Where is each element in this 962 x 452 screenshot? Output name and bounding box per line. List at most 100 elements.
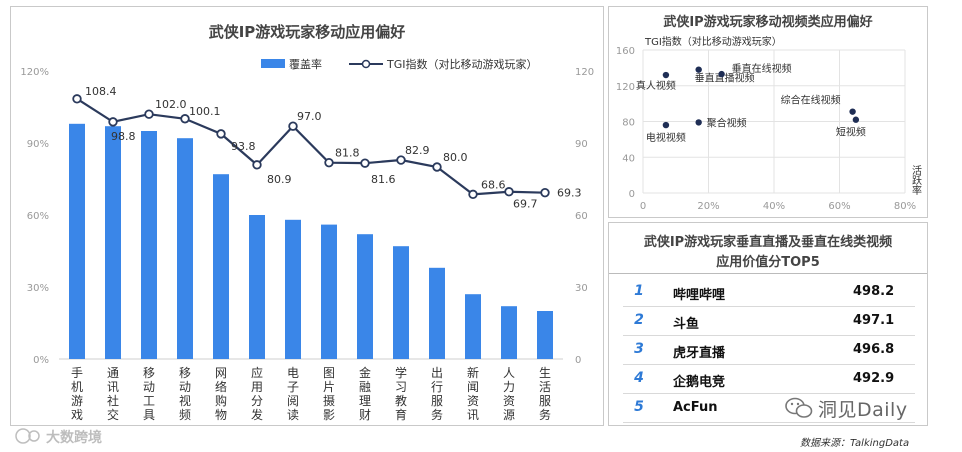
tgi-line <box>76 97 546 196</box>
tgi-data-label: 82.9 <box>405 144 430 157</box>
tgi-data-label: 108.4 <box>85 85 117 98</box>
ranking-panel: 武侠IP游戏玩家垂直直播及垂直在线类视频 应用价值分TOP5 1 哔哩哔哩 498.… <box>608 222 928 426</box>
bar <box>105 126 121 359</box>
tgi-data-label: 102.0 <box>155 98 187 111</box>
scatter-y-tick-label: 120 <box>616 82 635 93</box>
legend-bar-label: 覆盖率 <box>289 57 322 71</box>
x-tick-label: 图片摄影 <box>323 366 335 422</box>
tgi-point <box>468 189 478 200</box>
scatter-point-label: 综合在线视频 <box>781 94 841 107</box>
rank-number: 2 <box>634 312 644 328</box>
scatter-x-tick-label: 0 <box>640 201 646 212</box>
scatter-x-tick-label: 80% <box>894 201 916 212</box>
scatter-point <box>662 121 670 129</box>
scatter-point-label: 真人视频 <box>636 79 676 92</box>
y-right-tick-label: 30 <box>575 283 588 294</box>
legend-line-label: TGI指数（对比移动游戏玩家） <box>386 57 538 71</box>
scatter-y-axis-label: TGI指数（对比移动游戏玩家） <box>644 35 782 48</box>
rank-app-name: 斗鱼 <box>673 317 700 332</box>
scatter-point-label: 聚合视频 <box>707 116 747 129</box>
y-left-tick-label: 0% <box>33 355 49 366</box>
rank-number: 4 <box>634 370 644 386</box>
ranking-title-line1: 武侠IP游戏玩家垂直直播及垂直在线类视频 <box>643 235 893 250</box>
watermark-right: 洞见Daily <box>784 394 944 422</box>
scatter-y-tick-label: 0 <box>629 189 635 200</box>
y-left-tick-label: 60% <box>27 211 49 222</box>
scatter-point <box>849 108 856 115</box>
tgi-data-label: 81.8 <box>335 147 360 160</box>
scatter-chart-title: 武侠IP游戏玩家移动视频类应用偏好 <box>663 15 873 30</box>
tgi-data-label: 98.8 <box>111 130 136 143</box>
tgi-point <box>360 158 370 168</box>
x-tick-label: 手机游戏 <box>71 366 83 422</box>
rank-row: 1 哔哩哔哩 498.2 <box>623 278 915 307</box>
scatter-chart-panel: 武侠IP游戏玩家移动视频类应用偏好 TGI指数（对比移动游戏玩家） 活跃率 0 4… <box>608 6 928 218</box>
tgi-data-label: 69.3 <box>557 187 582 200</box>
y-right-tick-label: 90 <box>575 139 588 150</box>
tgi-data-label: 80.9 <box>267 173 292 186</box>
tgi-point <box>288 121 298 131</box>
rank-score: 492.9 <box>853 371 895 386</box>
watermark-left-text: 大数跨境 <box>46 430 102 446</box>
y-left-tick-label: 90% <box>27 139 49 150</box>
watermark-right-text: 洞见Daily <box>818 399 908 421</box>
y-right-tick-label: 120 <box>575 67 594 78</box>
tgi-data-label: 93.8 <box>231 140 256 153</box>
rank-row: 3 虎牙直播 496.8 <box>623 336 915 365</box>
scatter-x-tick-label: 20% <box>697 201 719 212</box>
rank-score: 498.2 <box>853 284 895 299</box>
bar <box>393 246 409 359</box>
watermark-left: 大数跨境 <box>14 426 154 446</box>
x-tick-label: 生活服务 <box>539 366 551 422</box>
rank-number: 3 <box>634 341 644 357</box>
bar <box>321 224 337 359</box>
legend-bar-swatch <box>261 59 285 68</box>
x-tick-label: 金融理财 <box>359 365 371 422</box>
bar <box>69 123 85 359</box>
left-chart-title: 武侠IP游戏玩家移动应用偏好 <box>208 23 406 41</box>
tgi-data-label: 81.6 <box>371 173 396 186</box>
scatter-y-tick-label: 160 <box>616 46 635 57</box>
legend-line-marker <box>361 59 371 69</box>
rank-score: 497.1 <box>853 313 895 328</box>
x-tick-label: 人力资源 <box>503 366 515 422</box>
bar <box>465 294 481 359</box>
x-tick-label: 移动工具 <box>143 366 155 422</box>
scatter-x-tick-label: 60% <box>828 201 850 212</box>
data-source: 数据来源：TalkingData <box>800 438 910 449</box>
scatter-x-axis-label: 活跃率 <box>910 165 922 196</box>
tgi-point <box>144 109 154 119</box>
rank-app-name: AcFun <box>673 400 718 415</box>
scatter-point-label: 短视频 <box>836 126 866 139</box>
wechat-icon <box>785 397 813 418</box>
x-tick-label: 移动视频 <box>179 366 191 422</box>
tgi-point <box>396 155 406 165</box>
tgi-data-label: 100.1 <box>189 105 221 118</box>
bar <box>285 219 301 359</box>
scatter-point <box>852 116 860 123</box>
x-tick-label: 学习教育 <box>395 365 407 422</box>
x-tick-label: 出行服务 <box>431 366 443 422</box>
tgi-point <box>504 187 514 197</box>
x-tick-label: 新闻资讯 <box>467 365 479 422</box>
rank-app-name: 哔哩哔哩 <box>673 288 726 303</box>
scatter-y-tick-label: 80 <box>622 118 635 129</box>
scatter-point-label: 垂直在线视频 <box>732 62 792 75</box>
x-tick-label: 网络购物 <box>215 366 227 422</box>
rank-row: 2 斗鱼 497.1 <box>623 307 915 336</box>
tgi-data-label: 68.6 <box>481 178 506 191</box>
tgi-point <box>432 162 442 172</box>
scatter-chart: TGI指数（对比移动游戏玩家） 活跃率 0 40 80 120 160 0 20% 40% 60… <box>616 35 922 212</box>
bar <box>429 267 445 359</box>
y-right-tick-label: 60 <box>575 211 588 222</box>
scatter-y-tick-label: 40 <box>622 153 635 164</box>
tgi-point <box>540 187 550 198</box>
x-tick-label: 通讯社交 <box>107 366 119 422</box>
rank-score: 496.8 <box>853 342 895 357</box>
scatter-point-label: 垂直直播视频 <box>695 72 755 85</box>
rank-app-name: 虎牙直播 <box>673 346 726 361</box>
tgi-point <box>216 129 226 139</box>
tgi-data-label: 97.0 <box>297 110 322 123</box>
tgi-point <box>72 94 82 104</box>
y-right-tick-label: 0 <box>575 355 581 366</box>
